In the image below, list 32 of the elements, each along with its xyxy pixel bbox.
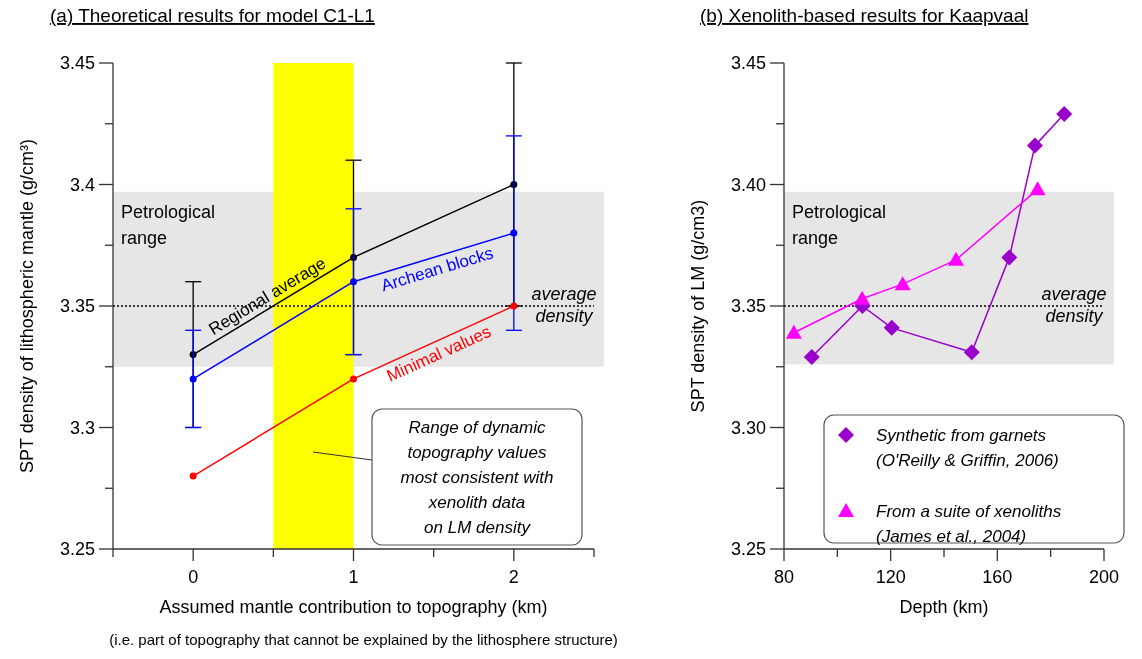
- x-tick-label: 80: [773, 567, 795, 587]
- y-tick-label: 3.4: [69, 174, 95, 195]
- legend-label: Synthetic from garnets (O'Reilly & Griffin, 2006): [876, 426, 1059, 470]
- legend-label: From a suite of xenoliths (James et al., 2004): [876, 502, 1062, 546]
- y-tick-label: 3.35: [59, 296, 95, 317]
- x-axis-title: Assumed mantle contribution to topography (km): [159, 597, 548, 617]
- x-axis-title: Depth (km): [899, 597, 989, 617]
- y-tick-label: 3.30: [730, 417, 766, 438]
- ref-line-label: average density: [1041, 284, 1107, 326]
- band-label: Petrological range: [792, 201, 887, 248]
- chart-title: (a) Theoretical results for model C1-L1: [50, 5, 375, 26]
- ref-line-label: average density: [531, 284, 597, 326]
- y-tick-label: 3.35: [730, 296, 766, 317]
- y-tick-label: 3.45: [730, 53, 766, 74]
- annotation: Range of dynamic topography values most consistent with xenolith data on LM density: [400, 418, 554, 537]
- x-tick-label: 160: [982, 567, 1013, 587]
- y-tick-label: 3.3: [69, 417, 95, 438]
- y-tick-label: 3.25: [59, 539, 95, 560]
- y-axis-title: SPT density of lithospheric mantle (g/cm³): [17, 139, 37, 473]
- y-axis-title: SPT density of LM (g/cm3): [688, 199, 708, 413]
- x-tick-label: 1: [348, 567, 359, 587]
- x-tick-label: 0: [188, 567, 199, 587]
- text: Archean blocks: [378, 243, 496, 296]
- x-tick-label: 200: [1088, 567, 1120, 587]
- y-tick-label: 3.45: [59, 53, 95, 74]
- text: (i.e. part of topography that cannot be explained by the lithosphere structure): [109, 631, 618, 648]
- y-tick-label: 3.40: [730, 174, 766, 195]
- y-tick-label: 3.25: [730, 539, 766, 560]
- x-tick-label: 2: [508, 567, 519, 587]
- chart-title: (b) Xenolith-based results for Kaapvaal: [700, 5, 1029, 26]
- band-label: Petrological range: [121, 201, 216, 248]
- x-tick-label: 120: [875, 567, 906, 587]
